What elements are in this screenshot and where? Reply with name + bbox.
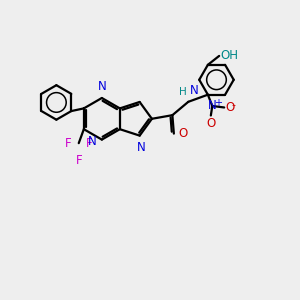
Text: F: F <box>75 154 82 166</box>
Text: N: N <box>98 80 106 93</box>
Text: O: O <box>206 117 215 130</box>
Text: OH: OH <box>220 49 238 62</box>
Text: O: O <box>225 101 235 114</box>
Text: F: F <box>86 137 93 150</box>
Text: N: N <box>208 100 217 112</box>
Text: N: N <box>88 135 97 148</box>
Text: H: H <box>179 87 187 97</box>
Text: +: + <box>214 98 222 108</box>
Text: N: N <box>137 141 146 154</box>
Text: F: F <box>65 137 71 150</box>
Text: -: - <box>231 100 235 110</box>
Text: O: O <box>178 127 187 140</box>
Text: N: N <box>190 84 198 97</box>
